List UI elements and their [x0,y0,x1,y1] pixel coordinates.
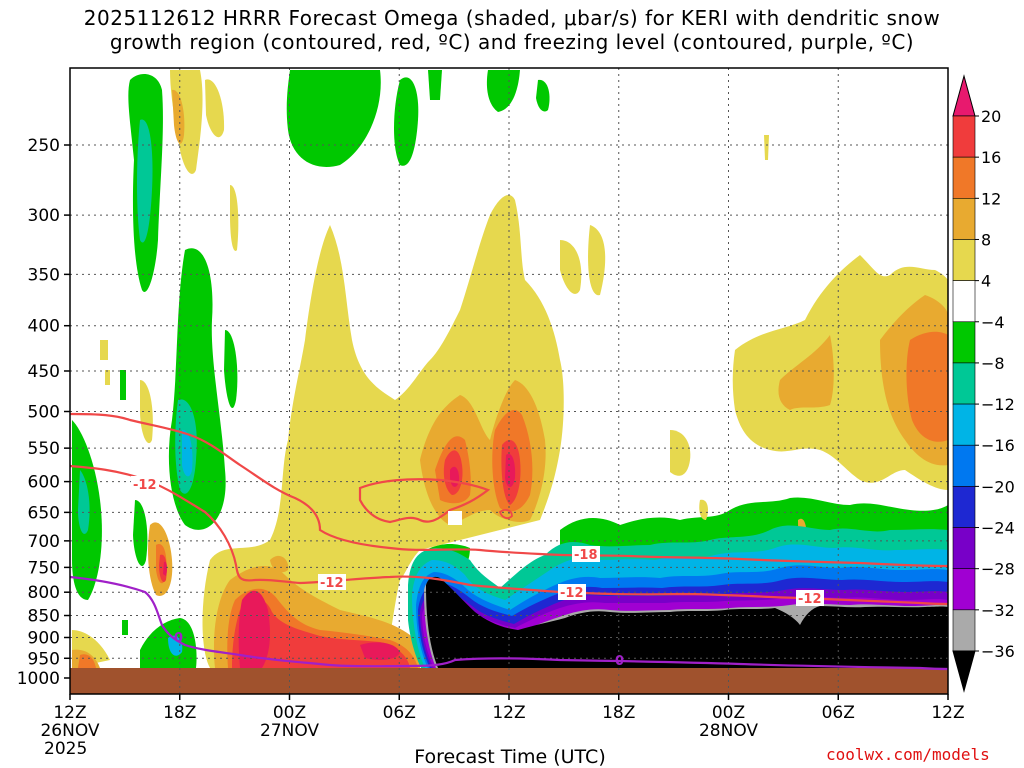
y-tick-label: 250 [28,136,60,156]
colorbar-segment [952,527,976,569]
colorbar-segment [952,156,976,199]
x-date-label: 28NOV [699,721,758,741]
grid-lines [70,68,948,694]
colorbar-label: −36 [981,642,1015,661]
colorbar-segment [952,198,976,240]
x-tick-label: 00Z [273,703,306,723]
x-tick-label: 00Z [712,703,745,723]
x-tick-label: 12Z [931,703,964,723]
omega-strong-negative-shading [408,525,948,680]
plot-area [70,70,948,694]
chart-title: 2025112612 HRRR Forecast Omega (shaded, … [0,6,1024,54]
omega-positive-shading-4 [72,70,948,668]
y-tick-label: 400 [28,317,60,337]
colorbar-segment [952,568,976,611]
y-tick-label: 1000 [17,669,60,689]
y-tick-label: 900 [28,628,60,648]
contour-label-dgz-4: -12 [560,586,584,601]
colorbar-label: −12 [981,395,1015,414]
x-date-label: 26NOV [40,721,99,741]
contour-labels: -12 -12 -18 -12 -12 0 0 [131,476,824,669]
colorbar-label: −28 [981,560,1015,579]
contour-label-dgz-3: -18 [574,548,598,563]
x-date-label: 27NOV [260,721,319,741]
y-tick-label: 600 [28,473,60,493]
colorbar-segment [952,115,976,158]
y-tick-label: 700 [28,532,60,552]
dgz-contour-minus-18 [70,412,948,568]
colorbar-segment [952,362,976,405]
y-tick-label: 650 [28,503,60,523]
source-credit: coolwx.com/models [826,745,990,764]
colorbar-label: −20 [981,477,1015,496]
x-tick-label: 06Z [822,703,855,723]
colorbar-label: 4 [981,272,991,291]
colorbar-label: −32 [981,601,1015,620]
y-tick-label: 350 [28,265,60,285]
colorbar-label: 8 [981,230,991,249]
colorbar-bottom-arrow [952,650,976,693]
colorbar-segment [952,403,976,446]
colorbar-legend: 20 16 12 8 4 −4 −8 −12 −16 −20 −24 −28 −32 −36 [952,74,1015,693]
colorbar-label: 20 [981,107,1001,126]
y-tick-label: 950 [28,649,60,669]
y-tick-label: 850 [28,607,60,627]
title-line-1: 2025112612 HRRR Forecast Omega (shaded, … [83,6,941,30]
x-tick-label: 18Z [163,703,196,723]
x-tick-label: 18Z [602,703,635,723]
colorbar-label: −4 [981,313,1005,332]
contour-label-dgz-1: -12 [133,478,157,493]
contour-label-dgz-2: -12 [320,576,344,591]
colorbar-segment [952,321,976,364]
colorbar-label: 16 [981,148,1001,167]
contour-label-freezing-1: 0 [174,631,183,646]
omega-positive-shading-20 [163,453,516,668]
x-tick-label: 12Z [53,703,86,723]
title-line-2: growth region (contoured, red, ºC) and f… [109,30,915,54]
colorbar-segment [952,486,976,528]
colorbar-label: −8 [981,354,1005,373]
colorbar-label: 12 [981,189,1001,208]
x-year-label: 2025 [44,739,87,759]
colorbar-segment [952,239,976,281]
colorbar-top-arrow [952,74,976,117]
contour-label-dgz-5: -12 [798,592,822,607]
x-tick-label: 12Z [492,703,525,723]
colorbar-segment [952,444,976,487]
colorbar-label: −16 [981,436,1015,455]
freezing-level-contour [70,575,948,671]
contour-label-freezing-2: 0 [615,654,624,669]
y-tick-label: 750 [28,558,60,578]
x-tick-label: 06Z [383,703,416,723]
y-axis: 2503003504004505005506006507007508008509… [17,136,70,689]
colorbar-segment [952,280,976,323]
y-tick-label: 450 [28,362,60,382]
y-tick-label: 300 [28,206,60,226]
y-tick-label: 550 [28,439,60,459]
dgz-contour-mid-loop [358,478,491,524]
x-axis-label: Forecast Time (UTC) [414,746,606,768]
colorbar-label: −24 [981,519,1015,538]
y-tick-label: 500 [28,403,60,423]
y-tick-label: 800 [28,583,60,603]
dgz-contour-small-loop [498,509,513,519]
colorbar-segment [952,609,976,652]
